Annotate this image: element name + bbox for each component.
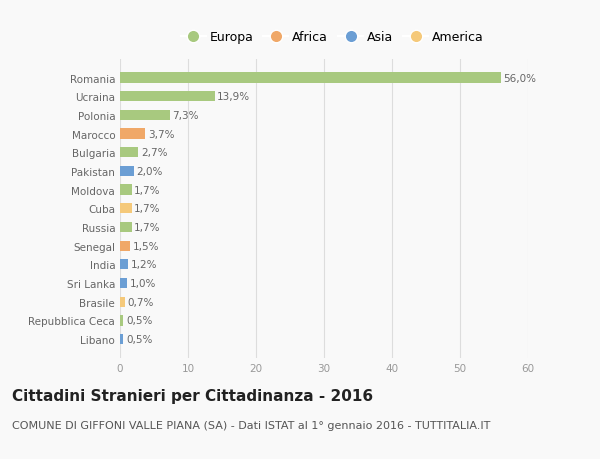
Text: 13,9%: 13,9% <box>217 92 250 102</box>
Bar <box>120 297 125 307</box>
Bar <box>120 185 131 196</box>
Bar <box>120 222 131 233</box>
Bar <box>120 316 124 326</box>
Bar <box>120 204 131 214</box>
Text: 2,7%: 2,7% <box>141 148 167 158</box>
Legend: Europa, Africa, Asia, America: Europa, Africa, Asia, America <box>177 27 487 48</box>
Bar <box>120 92 215 102</box>
Text: 3,7%: 3,7% <box>148 129 175 139</box>
Bar <box>120 129 145 140</box>
Text: COMUNE DI GIFFONI VALLE PIANA (SA) - Dati ISTAT al 1° gennaio 2016 - TUTTITALIA.: COMUNE DI GIFFONI VALLE PIANA (SA) - Dat… <box>12 420 490 430</box>
Text: 1,7%: 1,7% <box>134 223 161 232</box>
Bar <box>120 111 170 121</box>
Text: 2,0%: 2,0% <box>136 167 163 177</box>
Bar <box>120 334 124 344</box>
Bar <box>120 73 501 84</box>
Text: 1,7%: 1,7% <box>134 185 161 195</box>
Bar <box>120 148 139 158</box>
Text: Cittadini Stranieri per Cittadinanza - 2016: Cittadini Stranieri per Cittadinanza - 2… <box>12 388 373 403</box>
Text: 7,3%: 7,3% <box>172 111 199 121</box>
Text: 56,0%: 56,0% <box>503 73 536 84</box>
Bar <box>120 260 128 270</box>
Text: 1,7%: 1,7% <box>134 204 161 214</box>
Text: 1,5%: 1,5% <box>133 241 160 251</box>
Bar <box>120 278 127 289</box>
Bar <box>120 241 130 251</box>
Text: 0,5%: 0,5% <box>126 334 152 344</box>
Text: 0,5%: 0,5% <box>126 316 152 326</box>
Bar <box>120 167 134 177</box>
Text: 0,7%: 0,7% <box>127 297 154 307</box>
Text: 1,0%: 1,0% <box>130 279 156 288</box>
Text: 1,2%: 1,2% <box>131 260 157 270</box>
